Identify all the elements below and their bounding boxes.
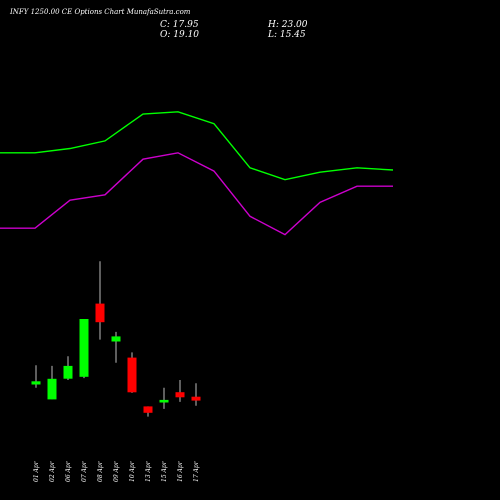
band-lines: [0, 111, 394, 236]
candle-body: [79, 319, 89, 377]
candle-body: [127, 357, 137, 393]
upper-band-line: [0, 111, 394, 181]
x-tick-label: 02 Apr: [49, 460, 56, 482]
high-value: H: 23.00: [268, 20, 308, 30]
candle: [79, 319, 89, 379]
x-tick-label: 13 Apr: [145, 460, 152, 482]
candle: [31, 365, 41, 388]
x-tick-label: 07 Apr: [81, 460, 88, 482]
candle-body: [95, 303, 105, 323]
x-tick-label: 15 Apr: [161, 460, 168, 482]
candle: [63, 356, 73, 380]
candle-body: [175, 392, 185, 398]
x-tick-label: 09 Apr: [113, 460, 120, 482]
x-axis-labels: 01 Apr 02 Apr 06 Apr 07 Apr 08 Apr 09 Apr 10 A…: [33, 460, 200, 482]
candle: [95, 261, 105, 340]
candle-body: [63, 365, 73, 379]
candle: [143, 406, 153, 417]
x-tick-label: 06 Apr: [65, 460, 72, 482]
candle: [191, 383, 201, 406]
x-tick-label: 16 Apr: [177, 460, 184, 482]
candles: [31, 261, 201, 417]
x-tick-label: 17 Apr: [193, 460, 200, 482]
candle: [159, 387, 169, 409]
candle-body: [47, 378, 57, 400]
candle: [111, 331, 121, 363]
close-value: C: 17.95: [160, 20, 199, 30]
lower-band-line: [0, 152, 393, 236]
candle-body: [111, 336, 121, 342]
low-value: L: 15.45: [268, 30, 306, 40]
candle-body: [159, 399, 169, 403]
chart-title: INFY 1250.00 CE Options Chart MunafaSutr…: [10, 8, 191, 16]
x-tick-label: 01 Apr: [33, 460, 40, 482]
candle-body: [31, 381, 41, 385]
open-value: O: 19.10: [160, 30, 200, 40]
candle: [175, 380, 185, 402]
candle: [47, 365, 57, 400]
candle-body: [191, 396, 201, 401]
candle-body: [143, 406, 153, 413]
x-tick-label: 08 Apr: [97, 460, 104, 482]
x-tick-label: 10 Apr: [129, 460, 136, 482]
candle: [127, 352, 137, 393]
